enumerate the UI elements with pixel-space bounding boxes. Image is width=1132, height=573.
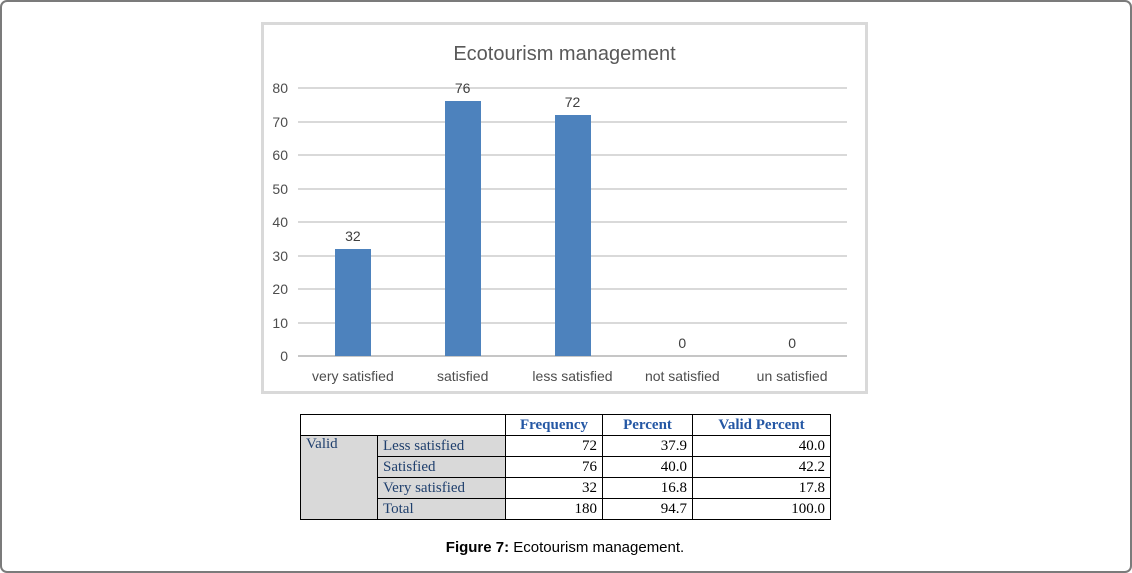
bar — [554, 115, 591, 356]
y-axis-tick-label: 30 — [272, 247, 288, 264]
y-axis-tick-label: 0 — [280, 348, 288, 364]
y-axis-tick-label: 60 — [272, 147, 288, 163]
table-header-cell: Valid Percent — [692, 414, 831, 436]
table-row-label: Total — [377, 498, 506, 520]
bar — [334, 249, 371, 356]
table-value-cell: 37.9 — [602, 435, 693, 457]
bar-value-label: 32 — [345, 228, 361, 244]
figure-caption: Figure 7: Ecotourism management. — [300, 539, 830, 556]
table-header-row: Frequency Percent Valid Percent — [300, 414, 831, 436]
y-axis-tick-label: 80 — [272, 80, 288, 96]
table-row-label: Satisfied — [377, 456, 506, 478]
x-axis-category-label: very satisfied — [312, 368, 394, 384]
y-axis-tick-label: 20 — [272, 281, 288, 297]
x-axis-category-label: less satisfied — [532, 368, 613, 384]
y-axis-tick-label: 50 — [272, 180, 288, 197]
table-row: Very satisfied 32 16.8 17.8 — [301, 477, 831, 499]
table-group-cell: Valid — [300, 435, 378, 520]
bar-value-label: 0 — [788, 335, 796, 351]
table-row: Valid Less satisfied 72 37.9 40.0 — [300, 435, 831, 520]
frequency-table-body: Valid Less satisfied 72 37.9 40.0 Satisfied 76… — [300, 435, 831, 520]
gridline — [298, 87, 847, 89]
table-value-cell: 17.8 — [692, 477, 831, 499]
table-value-cell: 94.7 — [602, 498, 693, 520]
table-header-cell: Frequency — [505, 414, 603, 436]
plot-area: 0 10 20 30 40 50 60 70 80 32 very satisfied 76 satis… — [272, 80, 847, 384]
table-value-cell: 100.0 — [692, 498, 831, 520]
chart-title: Ecotourism management — [453, 43, 676, 65]
table-value-cell: 16.8 — [602, 477, 693, 499]
x-axis-category-label: un satisfied — [756, 368, 828, 384]
figure-caption-label: Figure 7: — [445, 539, 510, 556]
table-row-label: Less satisfied — [377, 435, 506, 457]
bar-value-label: 72 — [564, 94, 581, 110]
bar-value-label: 76 — [454, 80, 471, 96]
table-value-cell: 40.0 — [602, 456, 693, 478]
table-value-cell: 180 — [505, 498, 603, 520]
y-axis-tick-label: 70 — [272, 113, 288, 130]
y-axis-tick-label: 40 — [272, 214, 288, 230]
frequency-table-head: Frequency Percent Valid Percent — [300, 414, 831, 436]
y-axis-tick-label: 10 — [272, 314, 288, 331]
gridline — [298, 355, 847, 357]
table-row: Total 180 94.7 100.0 — [301, 498, 831, 520]
table-header-cell: Percent — [602, 414, 693, 436]
table-value-cell: 72 — [505, 435, 603, 457]
table-row-label: Very satisfied — [377, 477, 506, 499]
bar-value-label: 0 — [678, 335, 687, 351]
bar-chart-panel: Ecotourism management 0 10 20 30 40 50 60 70 80 3… — [261, 22, 868, 394]
table-header-blank-cell — [300, 414, 506, 436]
table-value-cell: 32 — [505, 477, 603, 499]
table-value-cell: 76 — [505, 456, 603, 478]
table-value-cell: 42.2 — [692, 456, 831, 478]
bar — [444, 101, 481, 356]
x-axis-category-label: not satisfied — [644, 368, 720, 384]
table-value-cell: 40.0 — [692, 435, 831, 457]
x-axis-category-label: satisfied — [437, 368, 489, 384]
table-row: Satisfied 76 40.0 42.2 — [301, 456, 831, 478]
figure-caption-text: Ecotourism management. — [509, 539, 685, 556]
frequency-table: Frequency Percent Valid Percent Valid Less … — [300, 414, 831, 520]
